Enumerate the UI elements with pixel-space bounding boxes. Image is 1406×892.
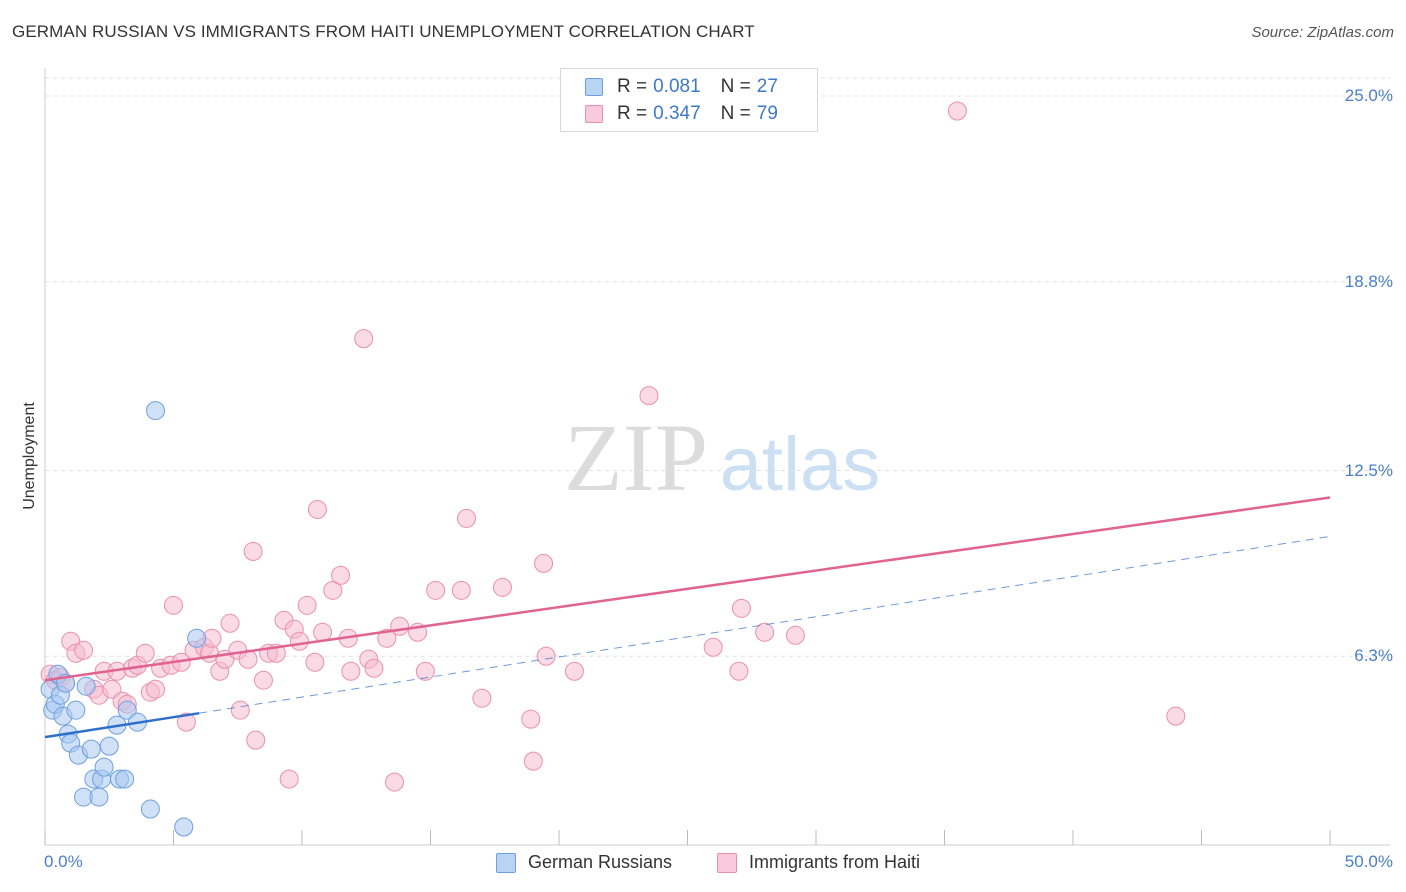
trend-extension-german-russians bbox=[199, 535, 1331, 714]
data-point-immigrants-from-haiti bbox=[451, 580, 471, 600]
legend-label: Immigrants from Haiti bbox=[749, 852, 921, 872]
legend-swatch-blue bbox=[585, 78, 603, 96]
trend-line-immigrants-from-haiti bbox=[44, 496, 1331, 682]
data-point-immigrants-from-haiti bbox=[305, 652, 325, 672]
data-point-immigrants-from-haiti bbox=[307, 499, 327, 519]
data-point-immigrants-from-haiti bbox=[176, 712, 196, 732]
data-point-immigrants-from-haiti bbox=[313, 622, 333, 642]
data-point-immigrants-from-haiti bbox=[731, 598, 751, 618]
grid-lines bbox=[45, 77, 1390, 657]
data-point-immigrants-from-haiti bbox=[289, 631, 309, 651]
legend-swatch-pink bbox=[585, 105, 603, 123]
data-point-immigrants-from-haiti bbox=[523, 751, 543, 771]
data-point-german-russians bbox=[99, 736, 119, 756]
n-label: N = bbox=[720, 76, 751, 97]
data-point-immigrants-from-haiti bbox=[456, 508, 476, 528]
chart-title: GERMAN RUSSIAN VS IMMIGRANTS FROM HAITI … bbox=[12, 22, 755, 41]
data-point-immigrants-from-haiti bbox=[385, 772, 405, 792]
n-value: 27 bbox=[756, 76, 778, 97]
watermark-zip: ZIP bbox=[564, 404, 708, 511]
data-point-immigrants-from-haiti bbox=[354, 329, 374, 349]
n-label: N = bbox=[720, 103, 751, 124]
x-tick-max: 50.0% bbox=[1344, 852, 1393, 871]
data-point-immigrants-from-haiti bbox=[415, 661, 435, 681]
watermark-atlas: atlas bbox=[720, 422, 881, 507]
n-value: 79 bbox=[756, 103, 778, 124]
x-tick-min: 0.0% bbox=[44, 852, 83, 871]
data-point-immigrants-from-haiti bbox=[785, 625, 805, 645]
legend-item-immigrants-from-haiti[interactable]: Immigrants from Haiti bbox=[717, 852, 920, 873]
r-value: 0.347 bbox=[653, 103, 701, 124]
series-legend: German Russians Immigrants from Haiti bbox=[0, 852, 1406, 878]
y-tick-label: 25.0% bbox=[1344, 86, 1393, 105]
data-point-immigrants-from-haiti bbox=[246, 730, 266, 750]
data-point-immigrants-from-haiti bbox=[703, 637, 723, 657]
data-point-german-russians bbox=[76, 676, 96, 696]
legend-label: German Russians bbox=[528, 852, 673, 872]
data-point-german-russians bbox=[140, 799, 160, 819]
data-point-immigrants-from-haiti bbox=[536, 646, 556, 666]
r-label: R = bbox=[617, 103, 648, 124]
data-point-immigrants-from-haiti bbox=[230, 700, 250, 720]
y-tick-label: 12.5% bbox=[1344, 460, 1393, 480]
data-point-german-russians bbox=[94, 757, 114, 777]
data-point-immigrants-from-haiti bbox=[639, 386, 659, 406]
data-point-german-russians bbox=[146, 401, 166, 421]
data-point-immigrants-from-haiti bbox=[74, 640, 94, 660]
data-point-german-russians bbox=[115, 769, 135, 789]
y-tick-label: 18.8% bbox=[1344, 271, 1393, 291]
data-point-immigrants-from-haiti bbox=[331, 565, 351, 585]
data-point-immigrants-from-haiti bbox=[377, 628, 397, 648]
r-value: 0.081 bbox=[653, 76, 701, 97]
data-point-immigrants-from-haiti bbox=[253, 670, 273, 690]
data-point-immigrants-from-haiti bbox=[146, 679, 166, 699]
data-point-immigrants-from-haiti bbox=[323, 580, 343, 600]
data-point-immigrants-from-haiti bbox=[947, 101, 967, 121]
data-point-immigrants-from-haiti bbox=[297, 595, 317, 615]
data-point-german-russians bbox=[187, 628, 207, 648]
data-point-immigrants-from-haiti bbox=[390, 616, 410, 636]
r-label: R = bbox=[617, 76, 648, 97]
data-point-immigrants-from-haiti bbox=[492, 577, 512, 597]
data-point-immigrants-from-haiti bbox=[521, 709, 541, 729]
source-label: Source: ZipAtlas.com bbox=[1251, 24, 1394, 41]
data-point-immigrants-from-haiti bbox=[279, 769, 299, 789]
data-point-german-russians bbox=[89, 787, 109, 807]
data-point-immigrants-from-haiti bbox=[755, 622, 775, 642]
data-point-german-russians bbox=[174, 817, 194, 837]
x-axis bbox=[44, 68, 1390, 846]
y-tick-label: 6.3% bbox=[1354, 646, 1393, 666]
data-point-immigrants-from-haiti bbox=[534, 553, 554, 573]
data-point-immigrants-from-haiti bbox=[135, 643, 155, 663]
trend-line-german-russians bbox=[44, 711, 200, 739]
data-point-immigrants-from-haiti bbox=[220, 613, 240, 633]
legend-swatch-blue bbox=[496, 852, 516, 873]
data-point-immigrants-from-haiti bbox=[1166, 706, 1186, 726]
legend-swatch-pink bbox=[717, 852, 737, 873]
data-point-immigrants-from-haiti bbox=[729, 661, 749, 681]
data-point-german-russians bbox=[66, 700, 86, 720]
data-point-immigrants-from-haiti bbox=[426, 580, 446, 600]
legend-item-german-russians[interactable]: German Russians bbox=[496, 852, 672, 873]
stats-row-german-russians: R = 0.081 N = 27 bbox=[585, 75, 778, 99]
data-point-immigrants-from-haiti bbox=[341, 661, 361, 681]
stats-row-immigrants-from-haiti: R = 0.347 N = 79 bbox=[585, 102, 778, 126]
data-point-immigrants-from-haiti bbox=[164, 595, 183, 615]
trend-lines bbox=[44, 496, 1331, 739]
data-point-immigrants-from-haiti bbox=[472, 688, 492, 708]
stats-legend: R = 0.081 N = 27 R = 0.347 N = 79 bbox=[560, 68, 818, 132]
data-point-immigrants-from-haiti bbox=[564, 661, 584, 681]
data-point-german-russians bbox=[81, 739, 101, 759]
data-point-immigrants-from-haiti bbox=[364, 658, 384, 678]
series-german-russians bbox=[40, 401, 207, 837]
data-point-immigrants-from-haiti bbox=[243, 541, 263, 561]
